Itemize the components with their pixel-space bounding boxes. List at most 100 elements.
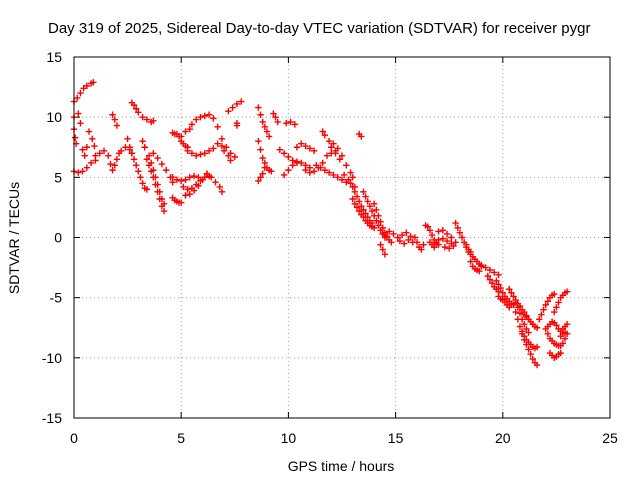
data-point [499, 289, 506, 297]
data-point [435, 236, 442, 244]
data-point [285, 153, 292, 161]
data-point [463, 241, 470, 248]
data-point [345, 176, 352, 183]
data-point [276, 146, 284, 153]
data-point [113, 122, 121, 129]
data-point [83, 164, 91, 171]
data-point [381, 231, 389, 239]
data-point [446, 245, 453, 252]
data-point [325, 169, 333, 176]
data-point [555, 299, 562, 306]
data-point [388, 239, 395, 246]
data-point [349, 174, 356, 181]
data-point [111, 162, 118, 169]
data-point [150, 117, 157, 124]
data-point [147, 168, 155, 175]
data-point [347, 169, 354, 176]
data-point [227, 150, 234, 157]
data-point [523, 325, 530, 333]
y-tick-label: 15 [46, 49, 62, 65]
data-point [186, 174, 193, 181]
data-point [180, 183, 187, 191]
data-point [319, 128, 326, 135]
data-point [360, 213, 367, 221]
data-point [516, 310, 524, 317]
data-point [184, 147, 191, 155]
data-point [332, 150, 339, 157]
data-point [358, 203, 365, 210]
data-point [516, 323, 524, 330]
data-point [259, 170, 266, 177]
data-point [145, 162, 153, 169]
data-point [538, 311, 545, 318]
data-point [373, 217, 380, 224]
data-point [349, 195, 356, 203]
y-tick-label: 5 [54, 169, 62, 185]
data-point [257, 146, 264, 153]
data-point [430, 243, 438, 251]
data-point [83, 144, 91, 151]
data-point [368, 207, 376, 215]
data-point [255, 138, 262, 145]
data-point [452, 239, 459, 246]
data-point [563, 288, 571, 295]
data-point [188, 150, 196, 157]
data-point [433, 240, 440, 247]
data-point [197, 151, 204, 158]
x-axis-label: GPS time / hours [288, 458, 395, 474]
data-point [379, 246, 386, 253]
data-point [186, 190, 193, 198]
data-point [87, 159, 95, 167]
data-point [162, 166, 170, 174]
data-point [533, 361, 541, 369]
data-point [358, 133, 365, 140]
data-point [257, 111, 264, 118]
data-point [338, 152, 346, 159]
data-point [201, 112, 208, 120]
data-point [268, 168, 275, 175]
data-point [533, 343, 541, 351]
y-tick-label: -15 [42, 410, 62, 426]
data-point [289, 162, 296, 169]
data-point [428, 231, 436, 239]
data-point [536, 316, 543, 323]
data-point [486, 266, 494, 274]
data-point [375, 222, 382, 229]
y-tick-label: 0 [54, 230, 62, 246]
data-point [360, 206, 367, 214]
data-point [360, 188, 367, 195]
data-point [105, 152, 112, 159]
data-point [280, 171, 288, 179]
data-point [130, 101, 138, 109]
data-point [347, 180, 354, 187]
data-point [154, 188, 161, 195]
data-point [563, 330, 571, 337]
data-point [407, 233, 414, 240]
data-point [362, 193, 369, 200]
data-point [182, 176, 189, 183]
data-point [521, 332, 528, 340]
data-point [334, 145, 341, 152]
data-point [96, 150, 103, 157]
y-axis-label: SDTVAR / TECUs [6, 182, 22, 294]
data-point [145, 152, 153, 159]
data-point [128, 150, 136, 157]
data-point [467, 258, 474, 265]
data-point [255, 104, 262, 111]
data-point [152, 181, 159, 188]
data-point [214, 140, 221, 147]
chart-title: Day 319 of 2025, Sidereal Day-to-day VTE… [48, 20, 590, 37]
data-point [525, 329, 532, 336]
data-point [274, 118, 281, 126]
data-point [521, 320, 528, 328]
data-point [90, 79, 97, 86]
data-point [411, 234, 419, 241]
data-point [533, 324, 541, 331]
axis-ticks: 0 5 10 15 20 25 -15 -10 -5 0 5 10 15 [42, 49, 618, 446]
data-point [512, 308, 519, 316]
data-point [91, 142, 98, 150]
data-point [563, 320, 571, 328]
data-point [141, 144, 148, 151]
data-point [80, 85, 87, 92]
